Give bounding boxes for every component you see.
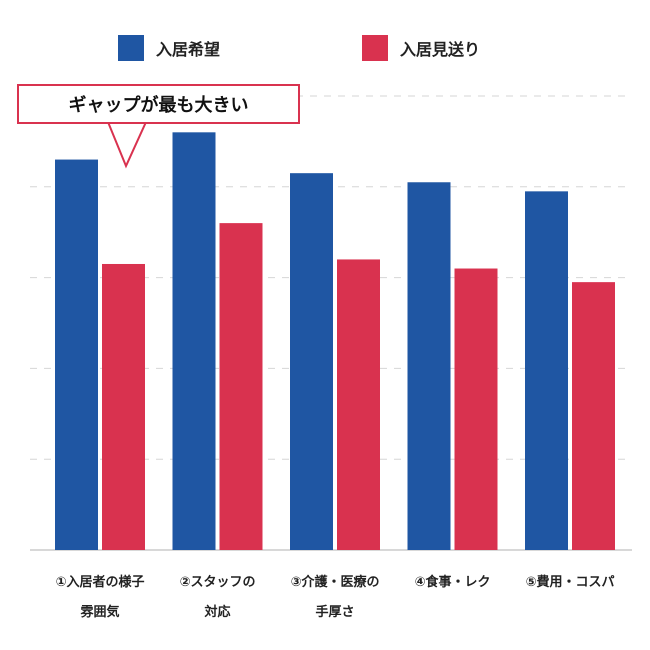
x-tick-label-5: ⑤費用・コスパ bbox=[508, 568, 632, 598]
annotation-text: ギャップが最も大きい bbox=[68, 95, 249, 116]
x-tick-label-line: 雰囲気 bbox=[80, 605, 120, 620]
x-tick-label-line: 手厚さ bbox=[315, 605, 355, 620]
bar-miokuri-5 bbox=[572, 282, 615, 550]
legend-swatch-1 bbox=[118, 35, 144, 61]
legend-label-1: 入居希望 bbox=[156, 40, 221, 59]
legend-swatch-2 bbox=[362, 35, 388, 61]
x-tick-label-2: ②スタッフの 対応 bbox=[156, 568, 280, 628]
x-tick-label-line: ③介護・医療の bbox=[290, 575, 380, 590]
bar-kibou-2 bbox=[172, 132, 216, 550]
x-tick-label-4: ④食事・レク bbox=[391, 568, 515, 598]
bar-kibou-3 bbox=[290, 173, 333, 550]
bar-miokuri-4 bbox=[454, 268, 498, 550]
bar-miokuri-3 bbox=[337, 259, 380, 550]
x-tick-label-1: ①入居者の様子 雰囲気 bbox=[38, 568, 162, 628]
bar-kibou-4 bbox=[407, 182, 451, 550]
legend-item-1: 入居希望 bbox=[118, 34, 220, 62]
x-tick-label-line: 対応 bbox=[204, 605, 231, 620]
callout-pointer bbox=[107, 121, 147, 169]
x-tick-label-line: ⑤費用・コスパ bbox=[525, 575, 615, 590]
x-tick-label-line: ④食事・レク bbox=[414, 575, 491, 590]
bar-kibou-1 bbox=[55, 159, 98, 550]
x-tick-label-line: ②スタッフの bbox=[179, 575, 256, 590]
annotation-callout: ギャップが最も大きい bbox=[17, 84, 300, 124]
bar-kibou-5 bbox=[525, 191, 568, 550]
bar-miokuri-1 bbox=[102, 263, 145, 550]
legend-label-2: 入居見送り bbox=[400, 40, 481, 59]
bar-miokuri-2 bbox=[219, 223, 263, 550]
legend-item-2: 入居見送り bbox=[362, 34, 480, 62]
bars bbox=[55, 132, 615, 550]
x-tick-label-line: ①入居者の様子 bbox=[55, 575, 145, 590]
x-tick-label-3: ③介護・医療の 手厚さ bbox=[273, 568, 397, 628]
